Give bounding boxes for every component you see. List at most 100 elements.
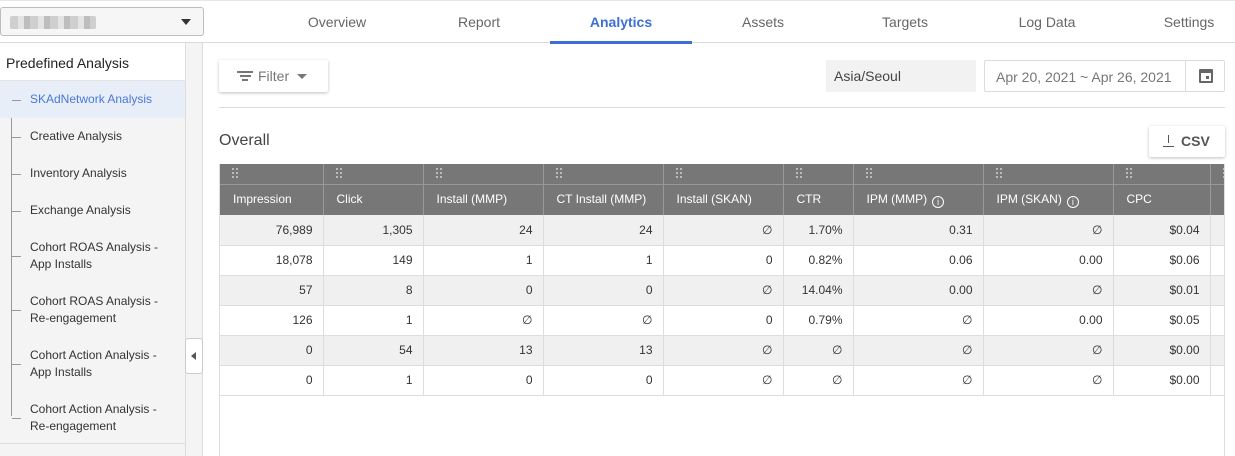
column-header-text: Install (MMP): [436, 192, 508, 206]
table-cell: 0: [220, 365, 324, 396]
tab-log-data[interactable]: Log Data: [1018, 14, 1076, 30]
table-cell: ∅: [663, 275, 784, 306]
column-header-label: CTR: [784, 185, 853, 214]
column-header-text: Install (SKAN): [676, 192, 752, 206]
table-cell: ∅: [983, 215, 1114, 246]
drag-handle-icon[interactable]: [853, 164, 983, 185]
column-header-text: C: [1224, 192, 1225, 206]
table-cell: ∅: [423, 305, 544, 336]
sidebar-item-cohort-action-app-installs[interactable]: Cohort Action Analysis - App Installs: [0, 337, 170, 391]
filter-label: Filter: [258, 68, 290, 84]
sidebar-item-cohort-roas-re-engagement[interactable]: Cohort ROAS Analysis - Re-engagement: [0, 283, 170, 337]
drag-handle-icon[interactable]: [1210, 164, 1224, 185]
section-title: Overall: [219, 132, 270, 149]
table-cell: 149: [323, 245, 424, 276]
sidebar-item-cohort-roas-app-installs[interactable]: Cohort ROAS Analysis - App Installs: [0, 229, 160, 283]
table-cell: 1: [323, 365, 424, 396]
drag-handle-icon[interactable]: [783, 164, 853, 185]
drag-handle-icon[interactable]: [323, 164, 423, 185]
column-header[interactable]: Install (MMP): [423, 164, 544, 215]
sidebar-item-exchange-analysis[interactable]: Exchange Analysis: [0, 192, 185, 229]
sidebar-item-label: Cohort ROAS Analysis - App Installs: [30, 240, 159, 271]
calendar-button[interactable]: [1185, 61, 1225, 91]
tab-analytics[interactable]: Analytics: [550, 1, 692, 44]
table-cell: 13: [423, 335, 544, 366]
table-cell: [1210, 365, 1224, 396]
column-header-label: CPC: [1114, 185, 1210, 214]
tab-report[interactable]: Report: [457, 14, 501, 30]
table-cell: 1.70%: [783, 215, 854, 246]
column-header[interactable]: C: [1210, 164, 1225, 215]
drag-handle-icon[interactable]: [663, 164, 783, 185]
top-navigation-bar: Overview Report Analytics Assets Targets…: [0, 0, 1235, 44]
column-header-label: IPM (MMP) i: [854, 185, 983, 214]
table-cell: [1210, 305, 1224, 336]
info-icon[interactable]: i: [932, 196, 945, 208]
drag-handle-icon[interactable]: [983, 164, 1113, 185]
column-header[interactable]: IPM (MMP) i: [853, 164, 984, 215]
sidebar-item-creative-analysis[interactable]: Creative Analysis: [0, 118, 185, 155]
sidebar-item-label: Cohort ROAS Analysis - Re-engagement: [30, 294, 159, 325]
drag-handle-icon[interactable]: [543, 164, 663, 185]
table-cell: [1210, 335, 1224, 366]
table-cell: 0: [663, 245, 784, 276]
column-header-text: CTR: [796, 192, 822, 206]
table-row: 18,078 149 1 1 0 0.82% 0.06 0.00 $0.06: [220, 245, 1224, 276]
column-header[interactable]: Click: [323, 164, 424, 215]
main-tabs: Overview Report Analytics Assets Targets…: [266, 1, 1235, 44]
column-header[interactable]: Impression: [220, 164, 324, 215]
date-range-picker[interactable]: Apr 20, 2021 ~ Apr 26, 2021: [984, 60, 1225, 92]
sidebar-item-label: SKAdNetwork Analysis: [30, 92, 153, 106]
sidebar-divider: [0, 443, 186, 444]
sidebar: Predefined Analysis SKAdNetwork Analysis…: [0, 43, 186, 456]
column-header[interactable]: CTR: [783, 164, 854, 215]
sidebar-item-inventory-analysis[interactable]: Inventory Analysis: [0, 155, 185, 192]
table-cell: 0.31: [853, 215, 984, 246]
collapse-sidebar-button[interactable]: [185, 338, 203, 374]
column-header[interactable]: CPC: [1113, 164, 1211, 215]
calendar-icon: [1199, 69, 1213, 83]
table-cell: [1210, 215, 1224, 246]
table-cell: 14.04%: [783, 275, 854, 306]
column-header[interactable]: CT Install (MMP): [543, 164, 664, 215]
table-row: 0 54 13 13 ∅ ∅ ∅ ∅ $0.00: [220, 335, 1224, 366]
tab-assets[interactable]: Assets: [741, 14, 784, 30]
tab-settings[interactable]: Settings: [1163, 14, 1215, 30]
sidebar-title: Predefined Analysis: [0, 43, 185, 81]
drag-handle-icon[interactable]: [1113, 164, 1210, 185]
table-cell: 0: [220, 335, 324, 366]
table-cell: 8: [323, 275, 424, 306]
column-header[interactable]: Install (SKAN): [663, 164, 784, 215]
table-cell: 0.00: [983, 305, 1114, 336]
app-selector-dropdown[interactable]: [0, 7, 204, 36]
download-icon: [1163, 135, 1174, 147]
sidebar-item-skadnetwork-analysis[interactable]: SKAdNetwork Analysis: [0, 81, 185, 118]
column-header-label: CT Install (MMP): [544, 185, 663, 214]
table-cell: 0: [543, 275, 664, 306]
table-cell: 0.82%: [783, 245, 854, 276]
main-content: Filter Asia/Seoul Apr 20, 2021 ~ Apr 26,…: [219, 43, 1225, 456]
data-table: Impression Click Install (MMP) CT Install (…: [220, 164, 1225, 396]
table-cell: ∅: [663, 365, 784, 396]
table-cell: 18,078: [220, 245, 324, 276]
info-icon[interactable]: i: [1066, 196, 1079, 208]
tab-targets[interactable]: Targets: [882, 14, 928, 30]
filter-button[interactable]: Filter: [219, 60, 328, 92]
data-table-container[interactable]: Impression Click Install (MMP) CT Install (…: [219, 164, 1225, 456]
table-cell: ∅: [853, 305, 984, 336]
table-cell: $0.05: [1113, 305, 1211, 336]
column-header-label: Install (MMP): [424, 185, 543, 214]
table-cell: 1,305: [323, 215, 424, 246]
drag-handle-icon[interactable]: [220, 164, 323, 185]
tab-overview[interactable]: Overview: [307, 14, 367, 30]
column-header[interactable]: IPM (SKAN) i: [983, 164, 1114, 215]
table-row: 0 1 0 0 ∅ ∅ ∅ ∅ $0.00: [220, 365, 1224, 396]
sidebar-item-cohort-action-re-engagement[interactable]: Cohort Action Analysis - Re-engagement: [0, 391, 170, 445]
table-cell: ∅: [983, 365, 1114, 396]
column-header-label: Click: [324, 185, 423, 214]
csv-download-button[interactable]: CSV: [1149, 126, 1225, 157]
sidebar-item-label: Exchange Analysis: [30, 203, 131, 217]
drag-handle-icon[interactable]: [423, 164, 543, 185]
table-cell: 13: [543, 335, 664, 366]
table-cell: 0.06: [853, 245, 984, 276]
